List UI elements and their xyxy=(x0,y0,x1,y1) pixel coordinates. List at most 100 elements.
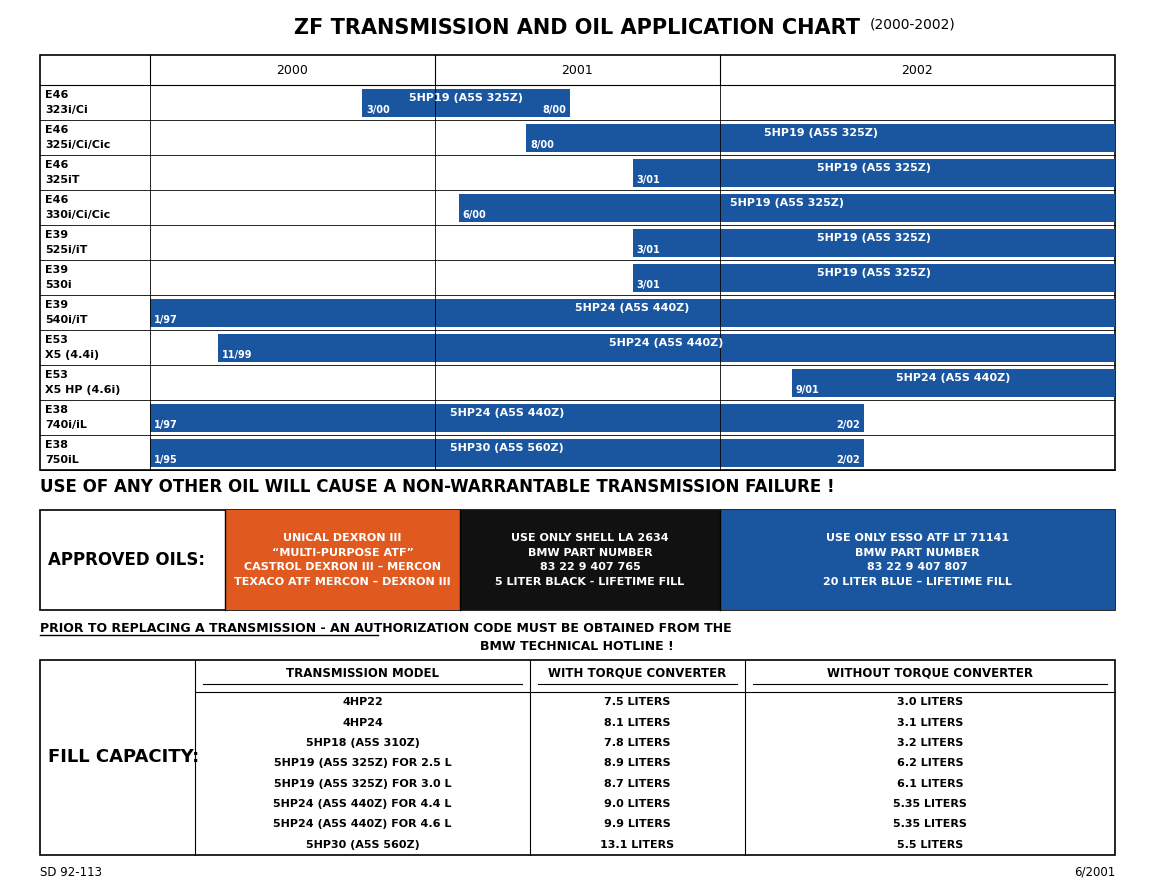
Text: 4HP22: 4HP22 xyxy=(342,697,383,708)
Text: TRANSMISSION MODEL: TRANSMISSION MODEL xyxy=(286,667,439,680)
Text: 1/95: 1/95 xyxy=(153,455,178,465)
Text: E46: E46 xyxy=(45,195,68,205)
Text: 8.1 LITERS: 8.1 LITERS xyxy=(605,717,670,727)
Text: 3/01: 3/01 xyxy=(637,280,660,290)
Text: 5HP24 (A5S 440Z) FOR 4.4 L: 5HP24 (A5S 440Z) FOR 4.4 L xyxy=(273,799,451,809)
Text: 5HP19 (A5S 325Z): 5HP19 (A5S 325Z) xyxy=(409,93,523,103)
Text: 5HP18 (A5S 310Z): 5HP18 (A5S 310Z) xyxy=(306,738,419,748)
Text: 525i/iT: 525i/iT xyxy=(45,246,88,255)
Text: 7.5 LITERS: 7.5 LITERS xyxy=(605,697,670,708)
Bar xyxy=(150,403,864,432)
Text: 2000: 2000 xyxy=(277,63,308,77)
Bar xyxy=(40,660,1115,855)
Text: 3.0 LITERS: 3.0 LITERS xyxy=(897,697,964,708)
Text: 6/2001: 6/2001 xyxy=(1073,865,1115,878)
Text: APPROVED OILS:: APPROVED OILS: xyxy=(48,551,205,569)
Text: 4HP24: 4HP24 xyxy=(342,717,383,727)
Text: FILL CAPACITY:: FILL CAPACITY: xyxy=(48,748,200,766)
Text: 5HP19 (A5S 325Z): 5HP19 (A5S 325Z) xyxy=(817,268,931,279)
Text: 5HP24 (A5S 440Z): 5HP24 (A5S 440Z) xyxy=(576,303,690,313)
Text: E38: E38 xyxy=(45,440,68,449)
Text: 5HP30 (A5S 560Z): 5HP30 (A5S 560Z) xyxy=(306,840,419,850)
Text: 5HP24 (A5S 440Z): 5HP24 (A5S 440Z) xyxy=(450,409,564,418)
Text: 8.7 LITERS: 8.7 LITERS xyxy=(605,779,670,789)
Text: 6.1 LITERS: 6.1 LITERS xyxy=(897,779,964,789)
Text: 5.35 LITERS: 5.35 LITERS xyxy=(893,799,967,809)
Text: SD 92-113: SD 92-113 xyxy=(40,865,102,878)
Text: 3.1 LITERS: 3.1 LITERS xyxy=(897,717,964,727)
Text: 3/01: 3/01 xyxy=(637,246,660,255)
Bar xyxy=(362,88,570,117)
Text: 1/97: 1/97 xyxy=(153,315,178,325)
Bar xyxy=(526,124,1115,151)
Text: 6/00: 6/00 xyxy=(463,210,487,220)
Text: USE OF ANY OTHER OIL WILL CAUSE A NON-WARRANTABLE TRANSMISSION FAILURE !: USE OF ANY OTHER OIL WILL CAUSE A NON-WA… xyxy=(40,478,834,496)
Text: 540i/iT: 540i/iT xyxy=(45,315,88,325)
Text: 5HP19 (A5S 325Z): 5HP19 (A5S 325Z) xyxy=(764,128,878,138)
Text: 530i: 530i xyxy=(45,280,72,290)
Text: 5HP19 (A5S 325Z): 5HP19 (A5S 325Z) xyxy=(817,163,931,174)
Text: (2000-2002): (2000-2002) xyxy=(870,18,956,32)
Text: BMW TECHNICAL HOTLINE !: BMW TECHNICAL HOTLINE ! xyxy=(480,640,674,653)
Text: 9.0 LITERS: 9.0 LITERS xyxy=(605,799,670,809)
Text: 5.5 LITERS: 5.5 LITERS xyxy=(897,840,964,850)
Text: 5HP19 (A5S 325Z): 5HP19 (A5S 325Z) xyxy=(817,233,931,243)
Text: 3.2 LITERS: 3.2 LITERS xyxy=(897,738,964,748)
Text: E46: E46 xyxy=(45,90,68,100)
Text: 3/01: 3/01 xyxy=(637,175,660,185)
Text: 5HP24 (A5S 440Z) FOR 4.6 L: 5HP24 (A5S 440Z) FOR 4.6 L xyxy=(273,820,451,829)
Text: 9.9 LITERS: 9.9 LITERS xyxy=(605,820,670,829)
Bar xyxy=(632,158,1115,187)
Text: UNICAL DEXRON III
“MULTI-PURPOSE ATF”
CASTROL DEXRON III – MERCON
TEXACO ATF MER: UNICAL DEXRON III “MULTI-PURPOSE ATF” CA… xyxy=(234,533,451,587)
Text: E46: E46 xyxy=(45,125,68,134)
Text: 8/00: 8/00 xyxy=(531,141,554,150)
Bar xyxy=(460,510,720,610)
Text: USE ONLY SHELL LA 2634
BMW PART NUMBER
83 22 9 407 765
5 LITER BLACK - LIFETIME : USE ONLY SHELL LA 2634 BMW PART NUMBER 8… xyxy=(495,533,684,587)
Text: X5 HP (4.6i): X5 HP (4.6i) xyxy=(45,385,120,395)
Text: X5 (4.4i): X5 (4.4i) xyxy=(45,350,99,360)
Bar xyxy=(792,368,1115,397)
Text: E46: E46 xyxy=(45,160,68,170)
Text: E39: E39 xyxy=(45,230,68,239)
Text: USE ONLY ESSO ATF LT 71141
BMW PART NUMBER
83 22 9 407 807
20 LITER BLUE – LIFET: USE ONLY ESSO ATF LT 71141 BMW PART NUMB… xyxy=(823,533,1012,587)
Text: 2001: 2001 xyxy=(562,63,593,77)
Text: 8.9 LITERS: 8.9 LITERS xyxy=(605,758,670,768)
Text: 325i/Ci/Cic: 325i/Ci/Cic xyxy=(45,141,111,150)
Text: 5HP19 (A5S 325Z) FOR 2.5 L: 5HP19 (A5S 325Z) FOR 2.5 L xyxy=(273,758,451,768)
Bar xyxy=(632,229,1115,256)
Text: 330i/Ci/Cic: 330i/Ci/Cic xyxy=(45,210,111,220)
Text: E53: E53 xyxy=(45,370,68,380)
Text: WITH TORQUE CONVERTER: WITH TORQUE CONVERTER xyxy=(548,667,727,680)
Text: 3/00: 3/00 xyxy=(366,105,390,115)
Text: 740i/iL: 740i/iL xyxy=(45,420,87,430)
Text: 5.35 LITERS: 5.35 LITERS xyxy=(893,820,967,829)
Text: 5HP19 (A5S 325Z): 5HP19 (A5S 325Z) xyxy=(729,198,844,208)
Text: 11/99: 11/99 xyxy=(222,350,252,360)
Text: 1/97: 1/97 xyxy=(153,420,178,430)
Bar xyxy=(218,334,1115,361)
Text: 2002: 2002 xyxy=(901,63,934,77)
Text: E39: E39 xyxy=(45,265,68,275)
Text: 325iT: 325iT xyxy=(45,175,80,185)
Bar xyxy=(40,510,1115,610)
Text: E39: E39 xyxy=(45,300,68,310)
Text: 5HP24 (A5S 440Z): 5HP24 (A5S 440Z) xyxy=(897,373,1011,384)
Text: E38: E38 xyxy=(45,405,68,415)
Text: E53: E53 xyxy=(45,335,68,344)
Text: 8/00: 8/00 xyxy=(542,105,565,115)
Bar xyxy=(225,510,460,610)
Text: PRIOR TO REPLACING A TRANSMISSION - AN AUTHORIZATION CODE MUST BE OBTAINED FROM : PRIOR TO REPLACING A TRANSMISSION - AN A… xyxy=(40,622,732,635)
Text: 6.2 LITERS: 6.2 LITERS xyxy=(897,758,964,768)
Bar xyxy=(720,510,1115,610)
Text: 323i/Ci: 323i/Ci xyxy=(45,105,88,115)
Bar xyxy=(632,263,1115,292)
Bar xyxy=(150,439,864,466)
Bar xyxy=(150,298,1115,327)
Text: 5HP19 (A5S 325Z) FOR 3.0 L: 5HP19 (A5S 325Z) FOR 3.0 L xyxy=(273,779,451,789)
Text: 5HP24 (A5S 440Z): 5HP24 (A5S 440Z) xyxy=(609,338,724,348)
Bar xyxy=(459,193,1115,222)
Text: 9/01: 9/01 xyxy=(796,385,819,395)
Text: 2/02: 2/02 xyxy=(837,455,860,465)
Text: 5HP30 (A5S 560Z): 5HP30 (A5S 560Z) xyxy=(450,443,564,453)
Text: ZF TRANSMISSION AND OIL APPLICATION CHART: ZF TRANSMISSION AND OIL APPLICATION CHAR… xyxy=(294,18,860,38)
